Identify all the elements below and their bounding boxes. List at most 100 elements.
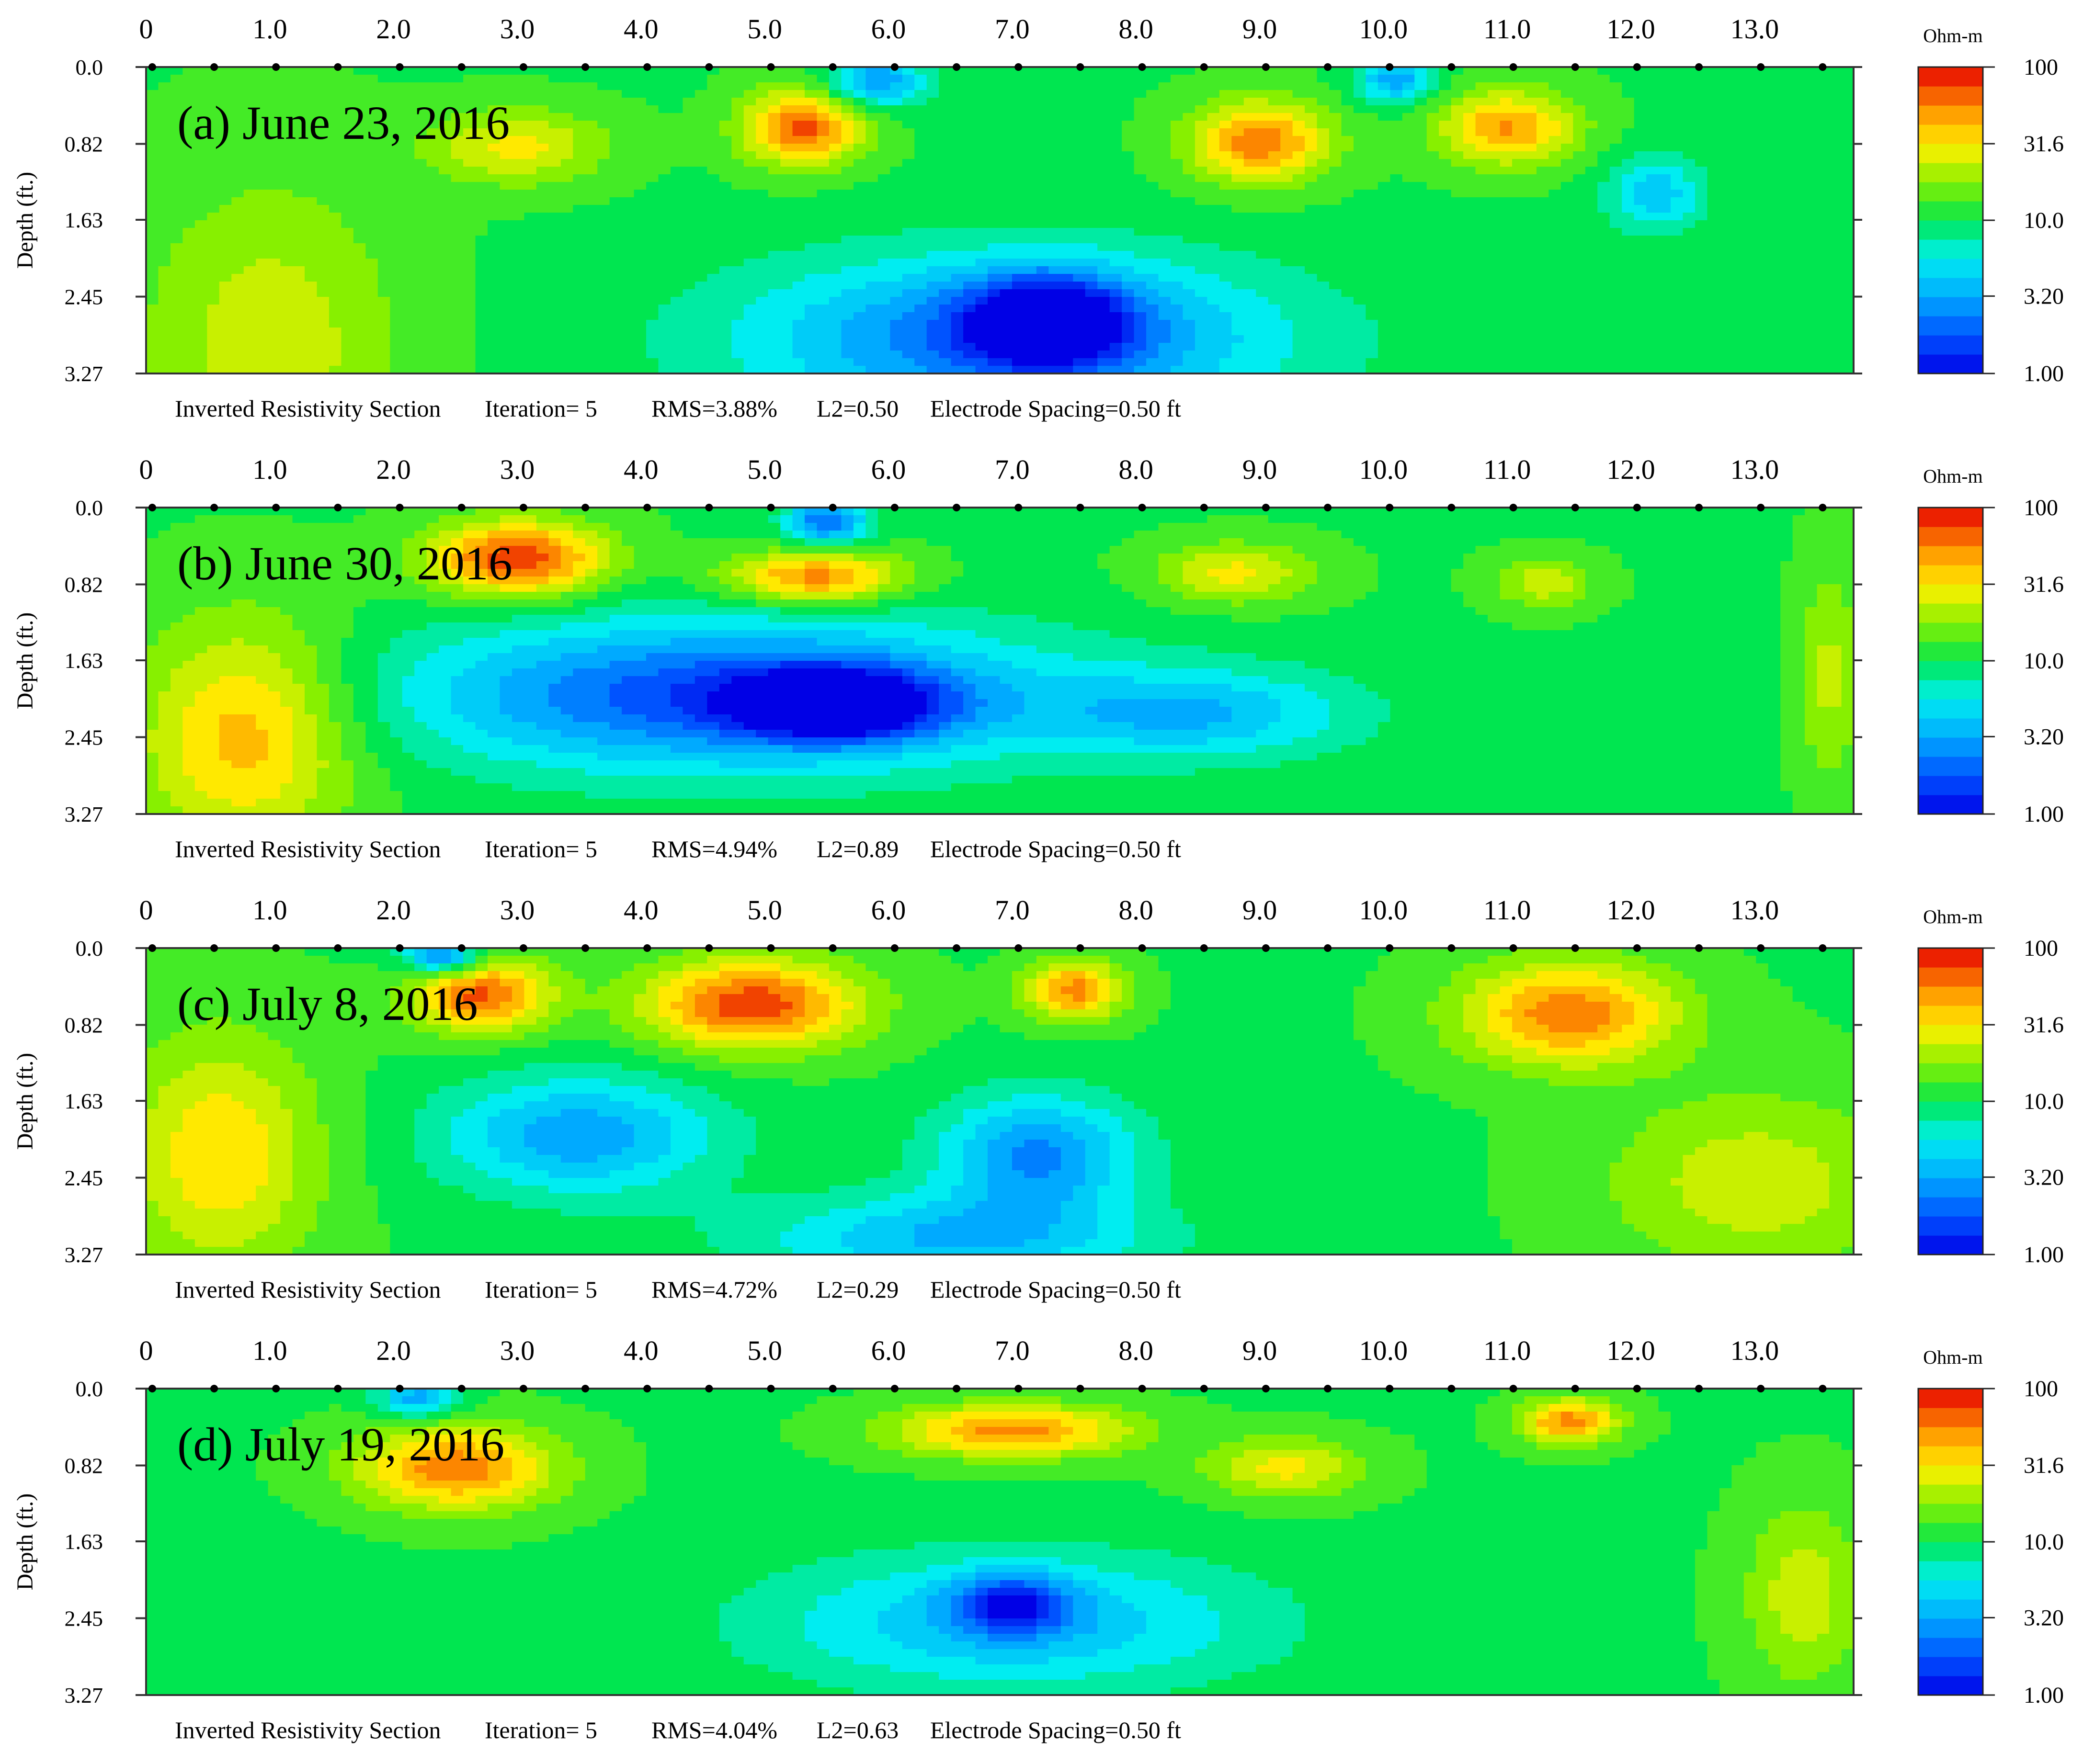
heatmap-cell	[1329, 197, 1342, 205]
heatmap-cell	[988, 320, 1001, 328]
heatmap-cell	[390, 351, 403, 359]
heatmap-cell	[305, 128, 318, 136]
heatmap-cell	[1109, 205, 1122, 213]
heatmap-cell	[1390, 67, 1403, 75]
heatmap-cell	[512, 289, 525, 297]
heatmap-cell	[1085, 144, 1098, 152]
heatmap-cell	[292, 151, 305, 159]
heatmap-cell	[1073, 174, 1086, 182]
heatmap-cell	[1158, 335, 1171, 343]
heatmap-cell	[634, 343, 647, 351]
heatmap-cell	[1329, 67, 1342, 75]
heatmap-cell	[426, 98, 439, 106]
heatmap-cell	[194, 82, 208, 90]
heatmap-cell	[634, 289, 647, 297]
heatmap-cell	[1158, 236, 1171, 244]
heatmap-cell	[829, 75, 842, 83]
heatmap-cell	[158, 205, 171, 213]
heatmap-cell	[670, 335, 683, 343]
heatmap-cell	[768, 297, 781, 305]
heatmap-cell	[951, 174, 964, 182]
heatmap-cell	[1268, 205, 1281, 213]
heatmap-cell	[963, 320, 976, 328]
heatmap-cell	[805, 82, 818, 90]
heatmap-cell	[280, 220, 293, 228]
heatmap-cell	[1390, 90, 1403, 98]
heatmap-cell	[585, 312, 598, 320]
heatmap-cell	[926, 174, 939, 182]
heatmap-cell	[719, 366, 732, 373]
heatmap-cell	[475, 328, 488, 336]
heatmap-cell	[877, 305, 891, 313]
heatmap-cell	[902, 190, 915, 198]
heatmap-cell	[1609, 259, 1622, 267]
heatmap-cell	[670, 358, 683, 366]
heatmap-cell	[792, 266, 805, 274]
heatmap-cell	[1317, 128, 1330, 136]
heatmap-cell	[634, 328, 647, 336]
heatmap-cell	[1243, 328, 1257, 336]
heatmap-cell	[1231, 113, 1244, 121]
heatmap-cell	[488, 320, 501, 328]
heatmap-cell	[1353, 366, 1366, 373]
heatmap-cell	[1122, 259, 1135, 267]
heatmap-cell	[585, 144, 598, 152]
heatmap-cell	[1658, 305, 1671, 313]
heatmap-cell	[975, 75, 988, 83]
heatmap-cell	[377, 105, 391, 113]
heatmap-cell	[353, 167, 366, 175]
heatmap-cell	[1292, 343, 1305, 351]
heatmap-cell	[1377, 128, 1391, 136]
heatmap-cell	[451, 159, 464, 167]
heatmap-cell	[560, 174, 574, 182]
heatmap-cell	[609, 220, 622, 228]
heatmap-cell	[292, 228, 305, 236]
heatmap-cell	[524, 351, 537, 359]
heatmap-cell	[585, 366, 598, 373]
heatmap-cell	[1377, 136, 1391, 144]
heatmap-cell	[694, 328, 708, 336]
heatmap-cell	[1366, 174, 1378, 182]
heatmap-cell	[292, 274, 305, 282]
heatmap-cell	[317, 167, 330, 175]
heatmap-cell	[1292, 213, 1305, 221]
heatmap-cell	[1426, 335, 1440, 343]
heatmap-cell	[1000, 312, 1013, 320]
heatmap-cell	[1500, 190, 1513, 198]
heatmap-cell	[890, 213, 903, 221]
heatmap-cell	[805, 197, 818, 205]
heatmap-cell	[1560, 213, 1574, 221]
heatmap-cell	[1085, 328, 1098, 336]
heatmap-cell	[1109, 136, 1122, 144]
heatmap-cell	[573, 251, 586, 259]
heatmap-cell	[731, 320, 744, 328]
heatmap-cell	[536, 205, 549, 213]
heatmap-cell	[268, 182, 281, 190]
heatmap-cell	[207, 343, 220, 351]
heatmap-cell	[1658, 113, 1671, 121]
heatmap-cell	[1646, 75, 1659, 83]
heatmap-cell	[1243, 136, 1257, 144]
heatmap-cell	[1231, 274, 1244, 282]
heatmap-cell	[1292, 174, 1305, 182]
heatmap-cell	[1524, 220, 1537, 228]
heatmap-cell	[1536, 343, 1549, 351]
heatmap-cell	[219, 305, 232, 313]
heatmap-cell	[1231, 335, 1244, 343]
heatmap-cell	[512, 190, 525, 198]
heatmap-cell	[231, 351, 244, 359]
heatmap-cell	[609, 113, 622, 121]
heatmap-cell	[1341, 259, 1354, 267]
heatmap-cell	[1256, 320, 1269, 328]
heatmap-cell	[1097, 75, 1110, 83]
heatmap-cell	[219, 174, 232, 182]
heatmap-cell	[1512, 75, 1525, 83]
heatmap-cell	[622, 75, 635, 83]
heatmap-cell	[146, 174, 159, 182]
heatmap-cell	[1256, 113, 1269, 121]
resistivity-chart: 0 1.0 2.0 3.0 4.0 5.0 6.0 7.0 8.0 9.0 10.0 11.0 12.0…	[12, 13, 2064, 422]
heatmap-cell	[939, 259, 952, 267]
heatmap-cell	[768, 305, 781, 313]
heatmap-cell	[1292, 151, 1305, 159]
heatmap-cell	[585, 182, 598, 190]
